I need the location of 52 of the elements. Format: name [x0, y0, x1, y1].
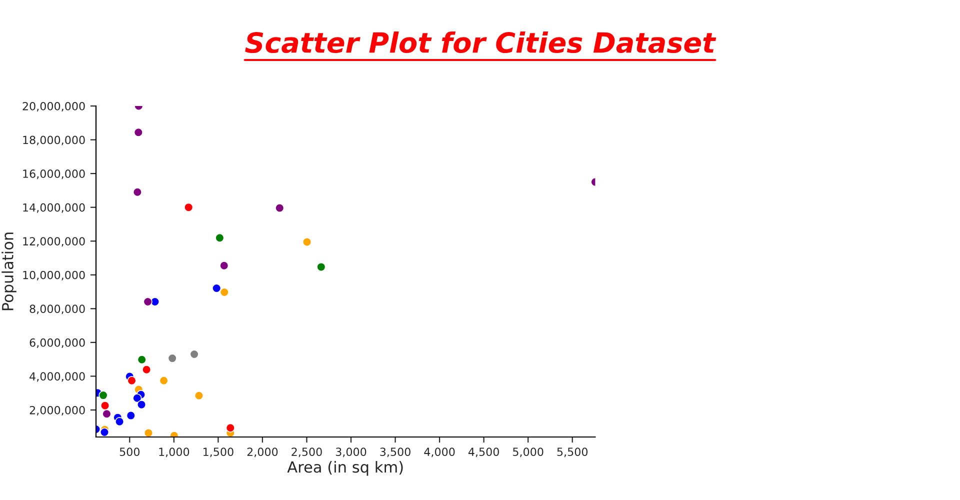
x-tick-label: 3,500 [380, 448, 410, 458]
y-tick-label: 20,000,000 [22, 102, 85, 112]
point [132, 188, 142, 197]
point [134, 128, 143, 137]
point [159, 376, 168, 386]
y-tick-label: 14,000,000 [23, 203, 85, 213]
point [215, 233, 224, 242]
y-tick-label: 12,000,000 [23, 237, 85, 247]
y-tick-label: 16,000,000 [23, 170, 85, 180]
point [98, 390, 108, 400]
x-tick-label: 2,500 [292, 448, 322, 458]
y-tick-label: 18,000,000 [23, 136, 85, 146]
point [226, 423, 235, 432]
point [142, 365, 152, 374]
x-tick-label: 1,000 [159, 448, 190, 458]
x-tick-label: 5,500 [557, 448, 588, 458]
point [316, 262, 326, 272]
point [302, 237, 312, 247]
point [168, 354, 177, 363]
y-tick-label: 2,000,000 [30, 406, 85, 416]
x-tick-label: 4,500 [468, 448, 499, 458]
x-tick-label: 500 [120, 448, 140, 456]
point [137, 355, 146, 364]
point [275, 203, 284, 213]
x-tick-label: 3,000 [336, 448, 366, 458]
x-tick-label: 4,000 [424, 448, 455, 458]
x-tick-label: 2,000 [247, 448, 278, 458]
x-tick-label: 5,000 [513, 448, 544, 458]
y-axis-title: Population [2, 232, 16, 310]
point [136, 400, 146, 410]
point [190, 350, 199, 359]
y-tick-label: 8,000,000 [30, 304, 85, 314]
point [127, 376, 136, 386]
point [102, 409, 112, 418]
point [100, 401, 110, 410]
point [144, 428, 154, 437]
chart-title: Scatter Plot for Cities Dataset [245, 32, 716, 54]
point [220, 288, 229, 297]
y-tick-label: 10,000,000 [23, 270, 85, 280]
point [220, 261, 229, 270]
point [132, 394, 142, 403]
point [143, 297, 152, 306]
x-axis-title: Area (in sq km) [287, 460, 403, 476]
y-tick-label: 4,000,000 [30, 372, 85, 382]
point [184, 202, 194, 212]
y-tick-label: 6,000,000 [30, 338, 85, 348]
point [114, 417, 124, 426]
point [212, 284, 222, 293]
point [126, 410, 136, 420]
x-tick-label: 1,500 [204, 448, 234, 458]
point [194, 391, 204, 400]
point [100, 428, 110, 437]
